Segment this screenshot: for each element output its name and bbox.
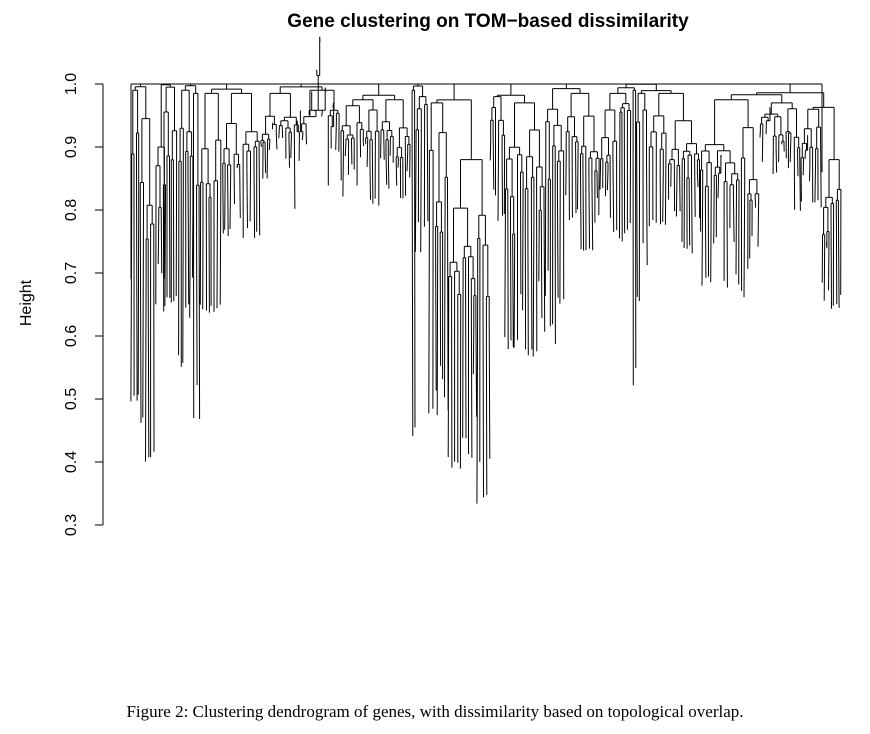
dendrogram-tree [130, 36, 842, 504]
y-tick-label: 0.4 [63, 451, 80, 473]
y-tick-label: 0.5 [63, 388, 80, 410]
y-tick-label: 0.7 [63, 262, 80, 284]
chart-title: Gene clustering on TOM−based dissimilari… [287, 11, 689, 32]
y-tick-label: 0.3 [63, 514, 80, 536]
y-tick-label: 0.6 [63, 325, 80, 347]
dendrogram-branches [130, 36, 842, 504]
figure-caption: Figure 2: Clustering dendrogram of genes… [126, 702, 744, 721]
y-tick-label: 0.8 [63, 199, 80, 221]
y-tick-label: 1.0 [63, 73, 80, 95]
y-axis: 0.3 0.4 0.5 0.6 0.7 0.8 0.9 1.0 [63, 73, 104, 536]
y-tick-label: 0.9 [63, 136, 80, 158]
dendrogram-plot: Gene clustering on TOM−based dissimilari… [18, 11, 842, 536]
y-axis-label: Height [18, 279, 35, 326]
